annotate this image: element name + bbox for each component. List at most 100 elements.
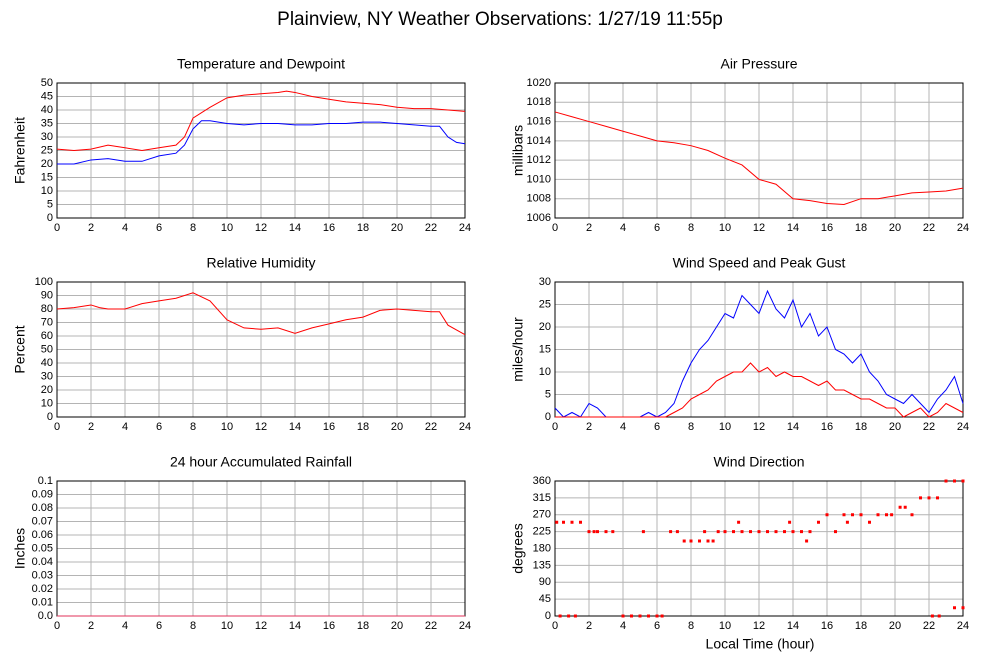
y-tick-label: 0 bbox=[47, 212, 53, 224]
x-tick-label: 10 bbox=[221, 421, 233, 433]
data-point bbox=[766, 530, 769, 534]
x-tick-label: 4 bbox=[122, 222, 128, 234]
x-tick-label: 24 bbox=[957, 421, 969, 433]
data-point bbox=[655, 614, 659, 618]
y-tick-label: 225 bbox=[533, 526, 551, 538]
x-tick-label: 8 bbox=[688, 421, 694, 433]
data-point bbox=[740, 530, 744, 534]
y-tick-label: 0.09 bbox=[32, 488, 53, 500]
x-tick-label: 10 bbox=[221, 620, 233, 632]
y-axis-label: millibars bbox=[510, 125, 526, 176]
plot-frame bbox=[554, 281, 964, 418]
x-tick-label: 18 bbox=[855, 222, 867, 234]
y-tick-label: 30 bbox=[41, 131, 53, 143]
data-point bbox=[647, 614, 650, 618]
data-point bbox=[788, 520, 792, 524]
x-tick-label: 12 bbox=[255, 620, 267, 632]
x-tick-label: 18 bbox=[855, 620, 867, 632]
y-tick-label: 25 bbox=[539, 298, 551, 310]
y-tick-label: 90 bbox=[539, 576, 551, 588]
y-tick-label: 315 bbox=[533, 492, 551, 504]
data-point bbox=[621, 614, 625, 618]
data-point bbox=[903, 505, 907, 509]
panel-title: Temperature and Dewpoint bbox=[177, 56, 345, 72]
y-tick-label: 0.06 bbox=[32, 529, 53, 541]
data-point bbox=[845, 520, 849, 524]
x-tick-label: 16 bbox=[323, 222, 335, 234]
x-tick-label: 22 bbox=[923, 421, 935, 433]
y-tick-label: 1006 bbox=[527, 212, 551, 224]
y-tick-label: 5 bbox=[545, 388, 551, 400]
x-tick-label: 2 bbox=[586, 421, 592, 433]
data-point bbox=[919, 496, 922, 500]
data-point bbox=[808, 530, 812, 534]
x-tick-label: 6 bbox=[654, 222, 660, 234]
x-tick-label: 14 bbox=[289, 222, 301, 234]
data-point bbox=[703, 530, 707, 534]
x-tick-label: 0 bbox=[552, 222, 558, 234]
y-tick-label: 0.07 bbox=[32, 515, 53, 527]
x-tick-label: 16 bbox=[821, 421, 833, 433]
x-tick-label: 10 bbox=[221, 222, 233, 234]
x-tick-label: 18 bbox=[357, 620, 369, 632]
x-tick-label: 16 bbox=[323, 620, 335, 632]
data-point bbox=[706, 539, 710, 543]
data-point bbox=[570, 520, 574, 524]
x-tick-label: 18 bbox=[357, 222, 369, 234]
data-point bbox=[638, 614, 642, 618]
y-tick-label: 30 bbox=[539, 276, 551, 288]
y-tick-label: 70 bbox=[41, 316, 53, 328]
x-tick-label: 6 bbox=[654, 620, 660, 632]
y-tick-label: 0 bbox=[545, 411, 551, 423]
data-point bbox=[953, 479, 956, 483]
x-tick-label: 6 bbox=[654, 421, 660, 433]
x-tick-label: 4 bbox=[620, 620, 626, 632]
x-tick-label: 4 bbox=[122, 421, 128, 433]
x-tick-label: 10 bbox=[719, 620, 731, 632]
y-axis-label: Inches bbox=[12, 528, 28, 569]
x-tick-label: 24 bbox=[957, 222, 969, 234]
y-tick-label: 5 bbox=[47, 198, 53, 210]
x-tick-label: 12 bbox=[255, 222, 267, 234]
data-line bbox=[555, 362, 964, 418]
data-point bbox=[817, 520, 820, 524]
y-tick-label: 20 bbox=[41, 158, 53, 170]
data-point bbox=[936, 496, 939, 500]
y-tick-label: 0.05 bbox=[32, 542, 53, 554]
data-point bbox=[868, 520, 871, 524]
x-tick-label: 10 bbox=[719, 421, 731, 433]
x-tick-label: 12 bbox=[753, 421, 765, 433]
y-tick-label: 25 bbox=[41, 144, 53, 156]
data-point bbox=[749, 530, 752, 534]
y-tick-label: 40 bbox=[41, 104, 53, 116]
plot-frame bbox=[554, 480, 964, 617]
panel-title: Relative Humidity bbox=[207, 255, 316, 271]
y-tick-label: 0.0 bbox=[38, 610, 53, 622]
data-point bbox=[898, 505, 902, 509]
y-axis-label: miles/hour bbox=[510, 317, 526, 382]
y-tick-label: 10 bbox=[539, 366, 551, 378]
data-point bbox=[953, 606, 956, 610]
data-point bbox=[641, 530, 645, 534]
data-point bbox=[716, 530, 720, 534]
data-point bbox=[930, 614, 934, 618]
y-tick-label: 40 bbox=[41, 357, 53, 369]
x-tick-label: 2 bbox=[88, 421, 94, 433]
data-point bbox=[791, 530, 795, 534]
data-point bbox=[587, 530, 591, 534]
data-point bbox=[937, 614, 941, 618]
x-tick-label: 4 bbox=[122, 620, 128, 632]
x-tick-label: 16 bbox=[323, 421, 335, 433]
x-tick-label: 4 bbox=[620, 222, 626, 234]
y-tick-label: 50 bbox=[41, 77, 53, 89]
y-tick-label: 45 bbox=[41, 90, 53, 102]
plot-frame bbox=[56, 281, 466, 418]
x-tick-label: 20 bbox=[391, 620, 403, 632]
data-point bbox=[774, 530, 778, 534]
data-point bbox=[800, 530, 803, 534]
data-point bbox=[825, 513, 829, 517]
data-point bbox=[732, 530, 735, 534]
x-tick-label: 0 bbox=[54, 421, 60, 433]
y-tick-label: 1014 bbox=[527, 135, 551, 147]
